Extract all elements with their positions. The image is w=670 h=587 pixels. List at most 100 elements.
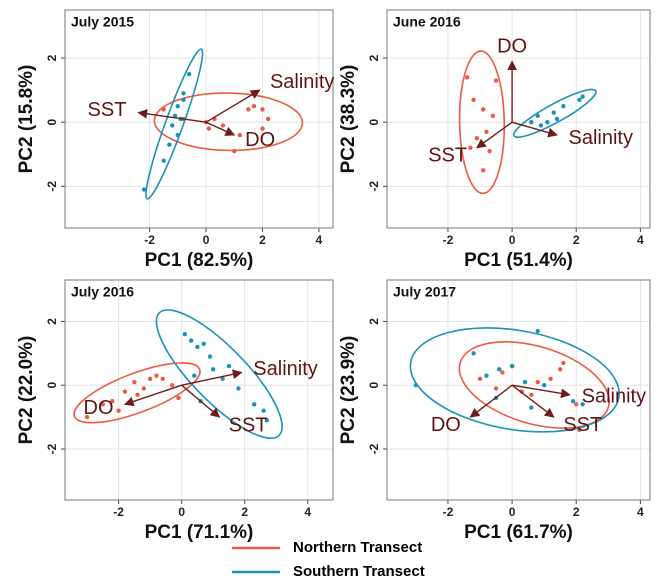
y-tick-label: -2 <box>45 443 59 454</box>
x-tick-label: 4 <box>637 505 644 519</box>
y-axis-label: PC2 (15.8%) <box>16 65 37 174</box>
point <box>261 408 266 413</box>
point <box>497 367 502 372</box>
x-tick-label: 0 <box>509 233 516 247</box>
loading-arrow <box>511 384 555 418</box>
point <box>251 402 257 407</box>
point <box>471 97 476 102</box>
point <box>251 103 257 109</box>
panel: -2 0 2 4 -2 0 2 July 2017 PC1 (61.7%) PC2 (23.9%)… <box>338 279 651 543</box>
point <box>264 418 269 423</box>
loading-arrow <box>123 384 182 407</box>
point <box>487 148 492 154</box>
plot-area <box>65 10 333 228</box>
point <box>206 126 212 131</box>
y-tick-label: 2 <box>367 318 381 325</box>
point <box>260 107 265 112</box>
y-tick-label: -2 <box>367 443 381 454</box>
point <box>110 398 115 404</box>
point <box>557 367 563 372</box>
x-tick-label: 0 <box>178 505 185 519</box>
loading-arrow <box>469 384 513 418</box>
point <box>471 351 476 356</box>
point <box>490 113 496 118</box>
y-tick-label: 0 <box>45 119 59 126</box>
plot-area <box>387 10 650 228</box>
y-tick-label: 2 <box>45 318 59 325</box>
point <box>500 370 505 375</box>
point <box>122 389 128 394</box>
loading-label: Salinity <box>582 385 646 407</box>
loading-label: SST <box>88 99 127 121</box>
confidence-ellipse <box>458 340 610 429</box>
point <box>201 341 206 346</box>
point <box>545 120 550 125</box>
point <box>141 187 147 192</box>
plot-border <box>64 279 334 501</box>
point <box>265 116 271 122</box>
panel-title: July 2017 <box>393 284 456 300</box>
confidence-ellipse <box>155 309 283 440</box>
point <box>237 132 243 138</box>
loading-label: Salinity <box>253 358 317 380</box>
confidence-ellipse <box>73 362 201 424</box>
x-axis-label: PC1 (51.4%) <box>464 250 573 271</box>
point <box>548 376 553 382</box>
y-axis-label: PC2 (22.0%) <box>16 336 37 445</box>
x-tick-label: 2 <box>241 505 248 519</box>
y-tick-label: 2 <box>367 54 381 61</box>
point <box>192 373 197 378</box>
point <box>170 383 175 388</box>
point <box>236 386 241 391</box>
panel: -2 0 2 4 -2 0 2 June 2016 PC1 (51.4%) PC2 (38.3%)… <box>338 9 651 271</box>
y-tick-label: 0 <box>367 119 381 126</box>
point <box>522 379 528 385</box>
point <box>580 402 585 407</box>
y-tick-label: -2 <box>45 181 59 192</box>
loading-label: SST <box>428 144 467 166</box>
point <box>493 386 499 391</box>
loading-label: SST <box>563 414 602 436</box>
y-tick-label: 0 <box>45 382 59 389</box>
confidence-ellipse <box>409 327 620 433</box>
point <box>161 158 166 163</box>
point <box>570 398 576 404</box>
x-tick-label: 2 <box>259 233 266 247</box>
point <box>535 379 540 385</box>
point <box>172 113 178 118</box>
point <box>147 376 153 382</box>
point <box>226 363 232 369</box>
plot-border <box>64 9 334 229</box>
x-tick-label: 4 <box>316 233 323 247</box>
point <box>100 402 106 407</box>
loading-arrow <box>511 121 558 138</box>
loading-arrow <box>181 369 243 386</box>
point <box>561 360 566 366</box>
point <box>207 354 213 359</box>
confidence-ellipse <box>145 48 204 200</box>
x-tick-label: 0 <box>203 233 210 247</box>
point <box>84 414 90 420</box>
x-axis-label: PC1 (82.5%) <box>145 250 254 271</box>
x-tick-label: 2 <box>573 233 580 247</box>
point <box>132 379 137 385</box>
point <box>574 402 579 407</box>
point <box>413 383 419 388</box>
point <box>188 338 194 343</box>
point <box>468 145 473 151</box>
legend-label: Northern Transect <box>293 539 422 556</box>
point <box>477 376 483 382</box>
point <box>484 129 489 135</box>
point <box>535 113 540 118</box>
confidence-ellipse <box>512 88 597 138</box>
legend-label: Southern Transect <box>293 563 425 580</box>
x-tick-label: -2 <box>113 505 124 519</box>
point <box>161 107 166 112</box>
loading-label: DO <box>497 36 527 58</box>
point <box>220 376 225 382</box>
point <box>541 383 547 388</box>
loading-label: Salinity <box>569 127 633 149</box>
loading-arrow <box>137 108 207 123</box>
loading-label: DO <box>431 414 461 436</box>
x-tick-label: 4 <box>304 505 311 519</box>
